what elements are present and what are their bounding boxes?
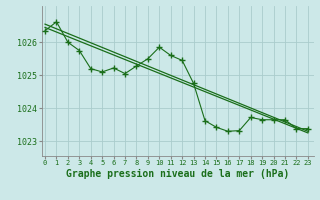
X-axis label: Graphe pression niveau de la mer (hPa): Graphe pression niveau de la mer (hPa) xyxy=(66,169,289,179)
